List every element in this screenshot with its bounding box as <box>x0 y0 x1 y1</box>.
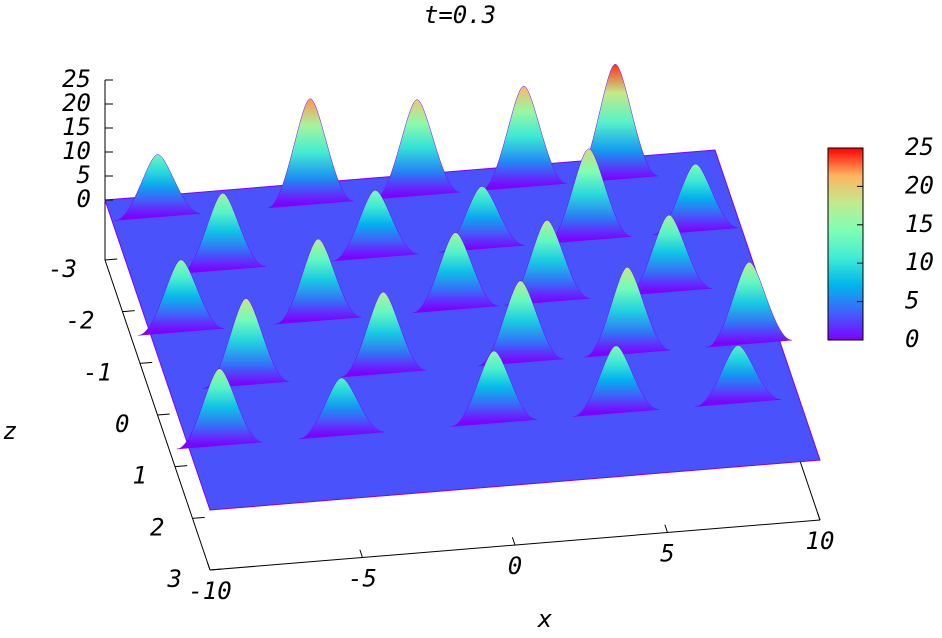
surface-peak <box>332 190 418 262</box>
surface-peak <box>340 291 426 378</box>
surface-peak <box>176 368 263 450</box>
surface-peak <box>477 280 564 367</box>
z-tick <box>192 516 205 519</box>
surface-peak <box>115 154 201 221</box>
x-tick <box>206 562 211 571</box>
x-tick <box>359 549 363 558</box>
x-tick <box>511 537 516 546</box>
colorbar-tick-label: 10 <box>905 248 934 276</box>
surface-peak <box>626 214 712 296</box>
surface-peak <box>695 345 781 407</box>
colorbar-tick-label: 5 <box>905 287 919 315</box>
surface-peak <box>203 298 289 389</box>
vertical-tick-label: 5 <box>77 161 91 189</box>
x-tick-label: 5 <box>660 540 674 568</box>
surface-peak <box>267 98 354 209</box>
surface-peak <box>412 232 499 314</box>
x-tick <box>664 524 668 533</box>
surface-peak <box>275 238 361 325</box>
z-tick <box>209 568 223 571</box>
z-tick <box>104 258 118 261</box>
surface-peak <box>584 267 670 358</box>
vertical-tick-label: 10 <box>62 137 91 165</box>
z-tick <box>157 413 170 416</box>
x-tick-label: -10 <box>188 577 231 605</box>
z-axis-label: z <box>3 417 17 445</box>
surface-peak <box>138 259 224 336</box>
z-tick <box>174 465 188 468</box>
surface-peak <box>480 85 567 191</box>
vertical-tick-label: 0 <box>77 185 91 213</box>
surface-peak <box>546 148 632 244</box>
vertical-tick-label: 15 <box>62 113 91 141</box>
colorbar-tick-label: 15 <box>905 210 934 238</box>
z-tick-label: -2 <box>66 307 95 335</box>
surface-peak <box>573 345 659 417</box>
chart-title: t=0.3 <box>424 1 496 29</box>
z-tick-label: 0 <box>115 410 129 438</box>
surface-peak <box>180 192 266 274</box>
colorbar-tick-label: 20 <box>905 171 934 199</box>
surface-peak <box>298 377 385 440</box>
x-tick-label: 0 <box>508 552 522 580</box>
z-tick <box>139 361 153 364</box>
z-tick-label: 2 <box>150 513 164 541</box>
z-tick <box>122 310 135 313</box>
colorbar-tick-label: 25 <box>905 133 934 161</box>
x-tick-label: 10 <box>806 527 835 555</box>
x-tick-label: -5 <box>348 565 377 593</box>
vertical-tick-label: 25 <box>62 65 91 93</box>
surface-peak <box>706 261 792 348</box>
z-tick-label: 1 <box>133 462 147 490</box>
z-tick-label: -3 <box>48 255 77 283</box>
colorbar <box>827 147 864 341</box>
z-tick-label: 3 <box>167 565 182 593</box>
surface-peak <box>451 350 537 427</box>
x-axis-label: x <box>537 605 553 633</box>
z-tick-label: -1 <box>83 358 112 386</box>
surface-peak <box>374 99 460 200</box>
x-tick <box>816 512 821 521</box>
vertical-tick-label: 20 <box>62 89 91 117</box>
colorbar-tick-label: 0 <box>905 325 919 353</box>
